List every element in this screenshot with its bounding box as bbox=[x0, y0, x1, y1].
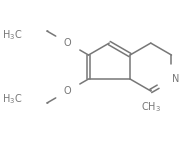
Text: O: O bbox=[64, 86, 72, 96]
Text: N: N bbox=[172, 74, 180, 84]
Text: H$_3$C: H$_3$C bbox=[2, 92, 23, 106]
Text: H$_3$C: H$_3$C bbox=[2, 28, 23, 42]
Text: O: O bbox=[64, 38, 72, 48]
Text: CH$_3$: CH$_3$ bbox=[141, 100, 161, 114]
